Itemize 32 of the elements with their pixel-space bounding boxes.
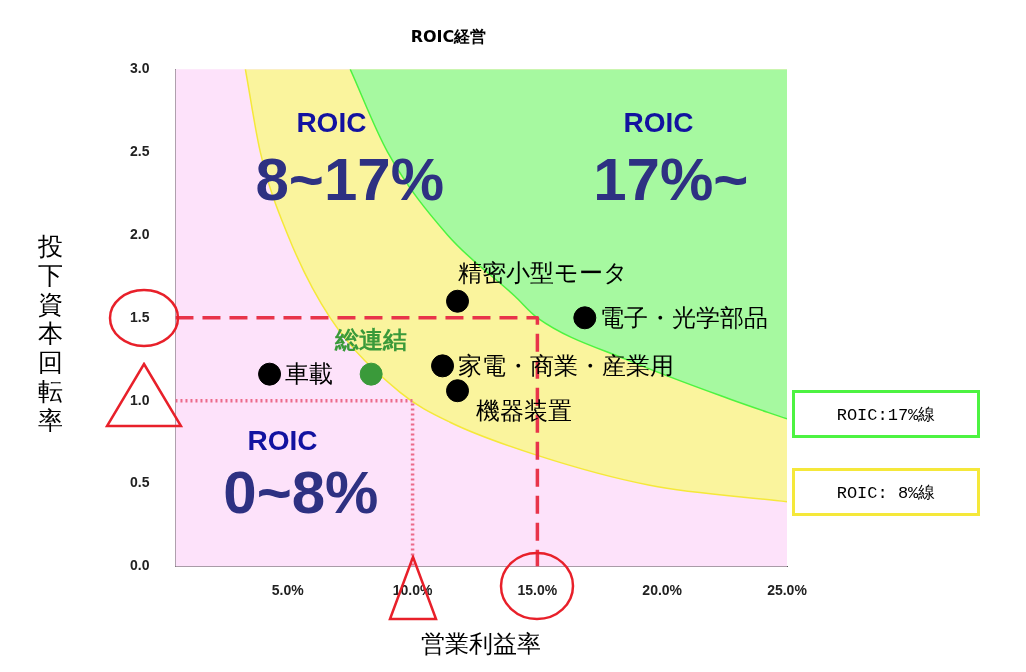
x-tick-label: 25.0% (767, 581, 808, 598)
annotation: 17%~ (593, 146, 749, 214)
y-tick-label: 2.5 (129, 142, 150, 159)
chart-title: ROIC経営 (410, 26, 487, 46)
y-axis-title: 投下資本回転率 (36, 232, 64, 435)
point (446, 379, 470, 403)
annotation: ROIC (247, 424, 318, 456)
y-tick-label: 1.0 (129, 391, 150, 408)
y-tick-label: 1.5 (129, 308, 150, 325)
text: ROIC:17%線 (792, 390, 980, 438)
annotation: 0~8% (223, 459, 379, 527)
point (431, 354, 455, 378)
text: ROIC: 8%線 (792, 468, 980, 516)
x-axis-title: 営業利益率 (421, 630, 542, 658)
y-tick-label: 0.0 (129, 557, 150, 574)
point (258, 362, 282, 386)
annotation: ROIC (296, 106, 367, 138)
point (359, 362, 383, 386)
y-tick-label: 3.0 (129, 60, 150, 77)
point (446, 289, 470, 313)
point (573, 306, 597, 330)
series-label: 機器装置 (475, 396, 572, 425)
series-label: 電子・光学部品 (599, 304, 768, 333)
x-tick-label: 20.0% (642, 581, 683, 598)
x-tick-label: 15.0% (517, 581, 558, 598)
series-label: 総連結 (334, 326, 408, 355)
series-label: 精密小型モータ (457, 259, 628, 288)
series-label: 車載 (284, 360, 333, 389)
y-tick-label: 0.5 (129, 474, 150, 491)
annotation: ROIC (623, 106, 694, 138)
x-tick-label: 5.0% (271, 581, 305, 598)
y-tick-label: 2.0 (129, 225, 150, 242)
